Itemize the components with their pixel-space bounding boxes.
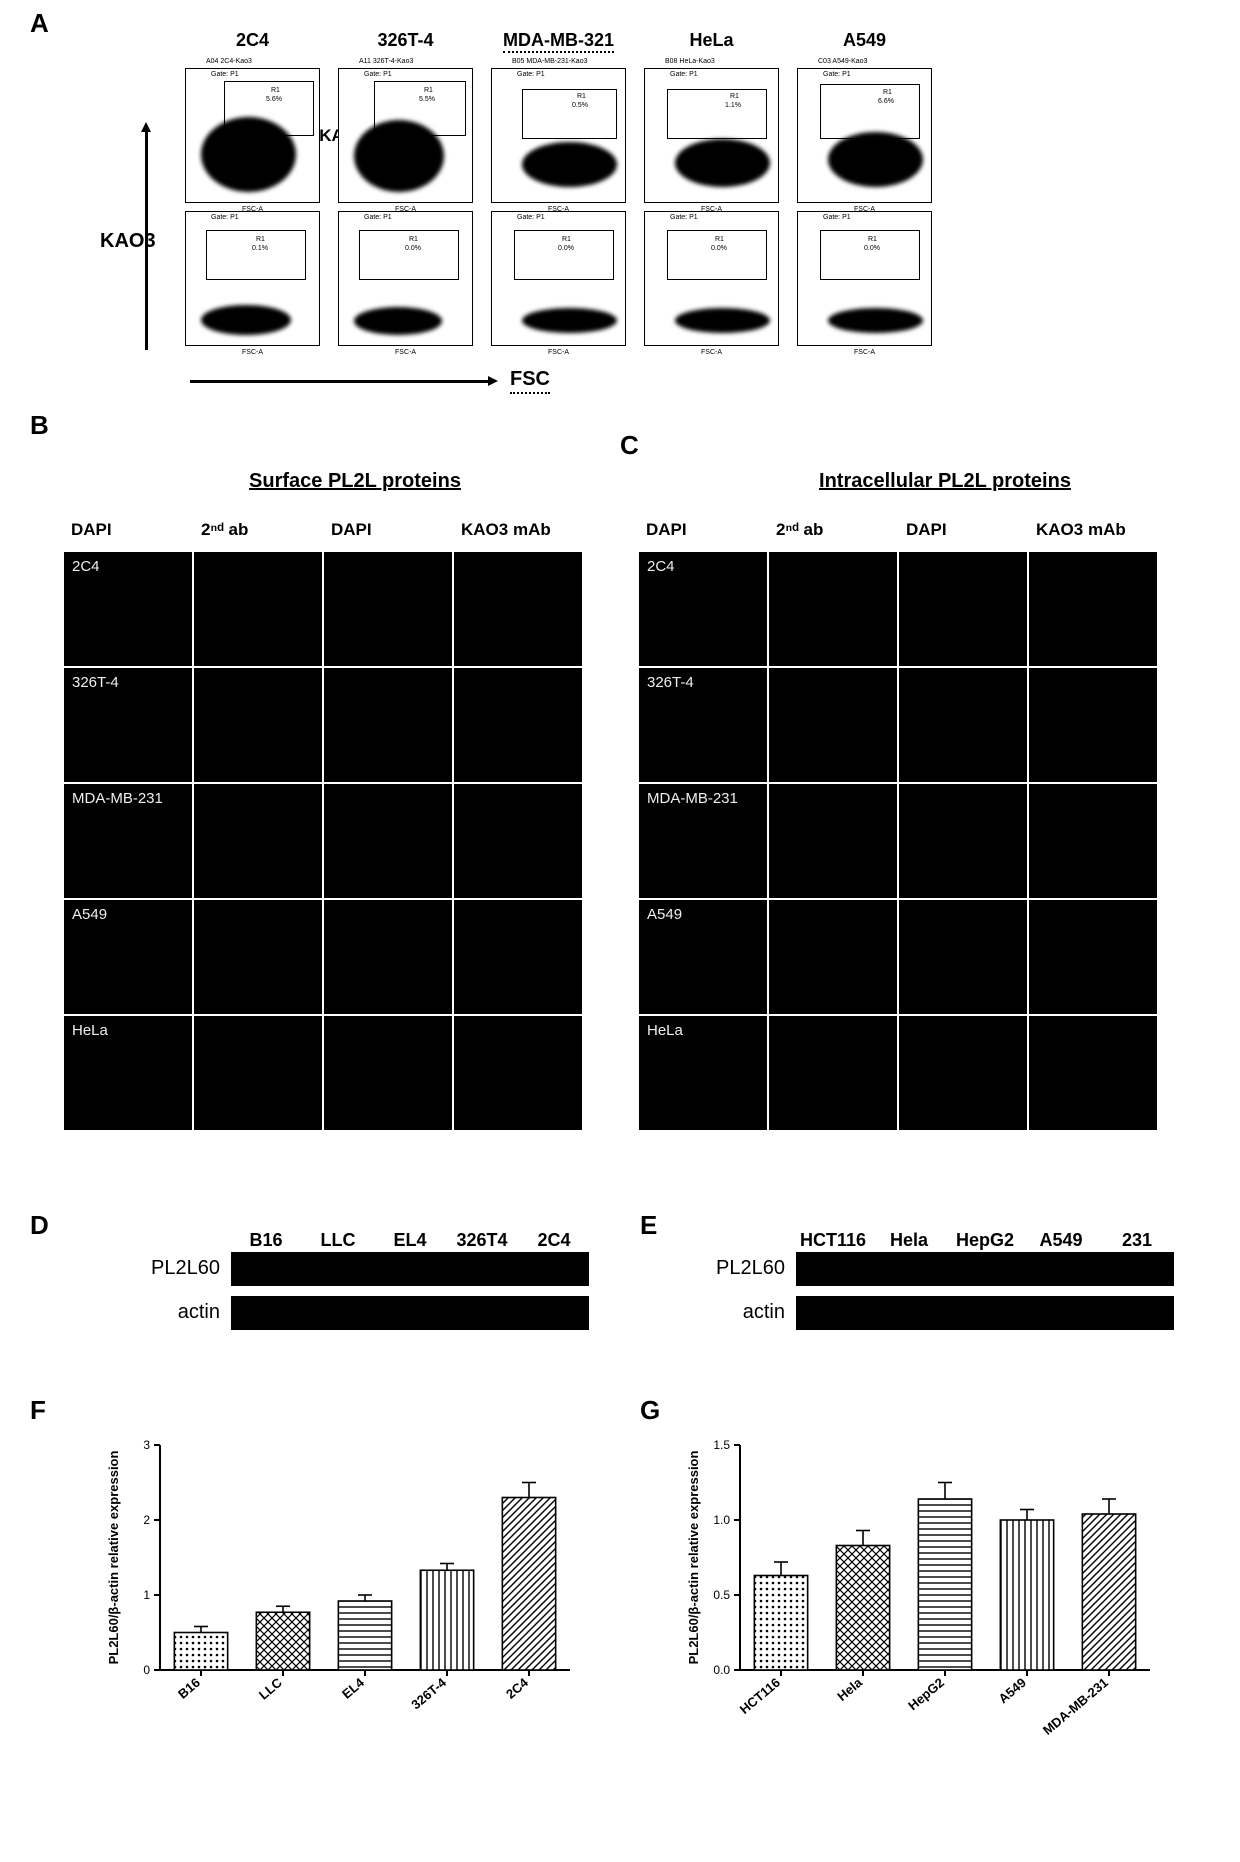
- svg-text:A549: A549: [995, 1675, 1028, 1706]
- panel-e-blot: HCT116 Hela HepG2 A549 231 PL2L60 actin: [795, 1230, 1175, 1339]
- facs-plot-bot-2: Gate: P1 R1 0.0% FSC-A: [491, 211, 626, 346]
- svg-text:326T-4: 326T-4: [408, 1674, 449, 1712]
- fsc-axis-arrow: [190, 380, 490, 383]
- panel-e-label: E: [640, 1210, 657, 1241]
- fsc-axis-label: FSC: [510, 368, 550, 394]
- panel-f-label: F: [30, 1395, 46, 1426]
- blot-row-pl2l60: PL2L60: [151, 1257, 230, 1280]
- facs-plot-bot-0: Gate: P1 R1 0.1% FSC-A 2ⁿᵈ ab: [185, 211, 320, 346]
- svg-text:1: 1: [143, 1588, 150, 1602]
- svg-text:PL2L60/β-actin relative expres: PL2L60/β-actin relative expression: [686, 1451, 701, 1665]
- table-cell: MDA-MB-231: [63, 783, 193, 899]
- panel-d-blot: B16 LLC EL4 326T4 2C4 PL2L60 actin: [230, 1230, 590, 1339]
- facs-header-1: 326T-4: [338, 30, 473, 60]
- facs-plot-top-0: A04 2C4-Kao3 Gate: P1 R1 5.6% FSC-A KAO3…: [185, 68, 320, 203]
- table-cell: A549: [638, 899, 768, 1015]
- facs-plot-bot-3: Gate: P1 R1 0.0% FSC-A: [644, 211, 779, 346]
- panel-b-title: Surface PL2L proteins: [180, 470, 530, 493]
- facs-header-4: A549: [797, 30, 932, 60]
- svg-text:2C4: 2C4: [503, 1674, 532, 1701]
- svg-text:1.0: 1.0: [713, 1513, 730, 1527]
- panel-b-headers: DAPI 2ⁿᵈ ab DAPI KAO3 mAb: [65, 520, 585, 540]
- facs-header-0: 2C4: [185, 30, 320, 60]
- panel-f-chart: 0 1 2 3 PL2L60/β-actin relative expression B1…: [100, 1430, 580, 1765]
- svg-text:0.0: 0.0: [713, 1663, 730, 1677]
- svg-text:3: 3: [143, 1438, 150, 1452]
- facs-header-2: MDA-MB-321: [491, 30, 626, 60]
- facs-plot-top-4: C03 A549-Kao3 Gate: P1 R1 6.6% FSC-A: [797, 68, 932, 203]
- facs-plot-top-3: B08 HeLa-Kao3 Gate: P1 R1 1.1% FSC-A: [644, 68, 779, 203]
- facs-header-3: HeLa: [644, 30, 779, 60]
- table-cell: 326T-4: [638, 667, 768, 783]
- table-cell: 2C4: [638, 551, 768, 667]
- facs-grid: 2C4 326T-4 MDA-MB-321 HeLa A549 A04 2C4-…: [185, 30, 932, 346]
- table-cell: HeLa: [63, 1015, 193, 1131]
- svg-text:LLC: LLC: [256, 1674, 285, 1702]
- facs-plot-top-1: A11 326T-4-Kao3 Gate: P1 R1 5.5% FSC-A: [338, 68, 473, 203]
- panel-g-chart: 0.0 0.5 1.0 1.5 PL2L60/β-actin relative expr…: [680, 1430, 1160, 1765]
- table-cell: 2C4: [63, 551, 193, 667]
- table-cell: 326T-4: [63, 667, 193, 783]
- blot-row-actin-e: actin: [743, 1301, 795, 1324]
- svg-text:HCT116: HCT116: [737, 1675, 783, 1717]
- panel-b-table: 2C4 326T-4 MDA-MB-231 A549 HeLa: [62, 550, 584, 1132]
- panel-a-label: A: [30, 8, 49, 39]
- kao3-axis-label: KAO3: [100, 230, 156, 253]
- table-cell: MDA-MB-231: [638, 783, 768, 899]
- svg-text:2: 2: [143, 1513, 150, 1527]
- facs-plot-top-2: B05 MDA-MB-231-Kao3 Gate: P1 R1 0.5% FSC…: [491, 68, 626, 203]
- svg-text:B16: B16: [175, 1675, 203, 1702]
- svg-text:HepG2: HepG2: [905, 1675, 947, 1713]
- svg-text:Hela: Hela: [834, 1674, 865, 1704]
- svg-text:0: 0: [143, 1663, 150, 1677]
- svg-text:EL4: EL4: [339, 1674, 367, 1701]
- table-cell: A549: [63, 899, 193, 1015]
- panel-b-label: B: [30, 410, 49, 441]
- svg-text:MDA-MB-231: MDA-MB-231: [1040, 1675, 1111, 1738]
- facs-plot-bot-4: Gate: P1 R1 0.0% FSC-A: [797, 211, 932, 346]
- blot-row-actin: actin: [178, 1301, 230, 1324]
- svg-text:1.5: 1.5: [713, 1438, 730, 1452]
- panel-c-label: C: [620, 430, 639, 461]
- panel-g-label: G: [640, 1395, 660, 1426]
- blot-row-pl2l60-e: PL2L60: [716, 1257, 795, 1280]
- panel-c-table: 2C4 326T-4 MDA-MB-231 A549 HeLa: [637, 550, 1159, 1132]
- svg-text:0.5: 0.5: [713, 1588, 730, 1602]
- panel-d-label: D: [30, 1210, 49, 1241]
- facs-plot-bot-1: Gate: P1 R1 0.0% FSC-A: [338, 211, 473, 346]
- table-cell: HeLa: [638, 1015, 768, 1131]
- panel-c-title: Intracellular PL2L proteins: [760, 470, 1130, 493]
- svg-text:PL2L60/β-actin relative expres: PL2L60/β-actin relative expression: [106, 1451, 121, 1665]
- panel-c-headers: DAPI 2ⁿᵈ ab DAPI KAO3 mAb: [640, 520, 1160, 540]
